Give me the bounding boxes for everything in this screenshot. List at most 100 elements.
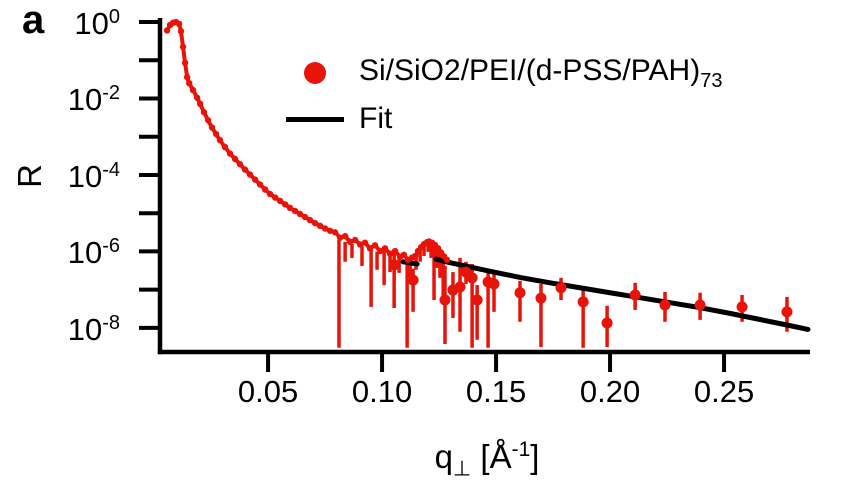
data-point [331, 229, 339, 236]
data-point [601, 317, 613, 329]
x-tick-label: 0.05 [237, 374, 299, 409]
data-point [454, 281, 466, 293]
y-tick-label: 10-4 [67, 158, 120, 195]
data-point [443, 256, 451, 264]
data-point [271, 194, 279, 201]
y-tick-label: 100 [74, 5, 120, 42]
x-tick-label: 0.15 [465, 374, 527, 409]
panel-label: a [22, 0, 45, 42]
data-point [231, 155, 239, 163]
data-point [376, 247, 384, 255]
data-point [301, 213, 309, 221]
data-point [366, 245, 374, 252]
data-point [212, 130, 220, 138]
data-point [311, 219, 319, 227]
x-tick-label: 0.10 [351, 374, 413, 409]
fit-line [400, 259, 420, 267]
x-title-subscript: ⊥ [452, 457, 472, 481]
data-point [296, 210, 304, 218]
data-point [356, 241, 364, 248]
data-point [226, 150, 234, 157]
data-point [577, 296, 589, 308]
y-tick-label: 10-2 [67, 82, 120, 118]
data-point [351, 236, 359, 244]
y-axis-title: R [11, 164, 48, 188]
data-point [694, 299, 706, 311]
data-point [781, 306, 793, 318]
data-point [488, 278, 500, 290]
data-point [221, 143, 229, 151]
data-point [407, 274, 419, 286]
data-point [555, 282, 567, 294]
data-point [266, 190, 274, 198]
data-point [241, 166, 249, 173]
x-tick-label: 0.25 [693, 374, 755, 409]
data-point [400, 251, 408, 259]
data-point [193, 94, 201, 101]
data-point [341, 232, 349, 240]
legend-fit-label: Fit [359, 102, 393, 135]
x-title-unit-open: [ [471, 438, 490, 475]
data-point [466, 272, 478, 284]
data-point [361, 239, 369, 246]
legend-entry-data: Si/SiO2/PEI/(d-PSS/PAH)73 [283, 54, 722, 92]
data-point [629, 289, 641, 301]
data-point [204, 117, 212, 124]
data-point [216, 136, 224, 144]
data-point [381, 245, 389, 252]
data-point [535, 292, 547, 304]
data-point [291, 207, 299, 215]
x-title-unit-exponent: -1 [511, 438, 531, 461]
data-point [386, 250, 394, 257]
data-point [196, 100, 204, 108]
data-point [200, 109, 208, 116]
y-tick-label: 10-8 [67, 311, 120, 348]
data-point [388, 259, 400, 271]
fit-line-icon [286, 116, 344, 122]
data-point [251, 176, 259, 183]
data-point [236, 161, 244, 168]
data-point [316, 222, 324, 230]
data-point [276, 197, 284, 205]
data-point [391, 247, 399, 255]
data-point [179, 43, 187, 51]
data-point [286, 204, 294, 212]
data-point [261, 186, 269, 193]
data-point [736, 301, 748, 313]
data-point [185, 79, 193, 87]
data-point [208, 124, 216, 131]
data-point [321, 225, 329, 232]
data-point [189, 86, 197, 94]
data-point [659, 299, 671, 311]
x-title-symbol: q [434, 438, 453, 475]
data-point [371, 242, 379, 249]
data-point [181, 59, 189, 67]
data-point [163, 27, 171, 34]
data-point [346, 238, 354, 246]
fit-line [433, 256, 811, 332]
data-point [306, 216, 314, 224]
data-point [177, 27, 185, 35]
x-axis-title: q⊥ [Å-1] [435, 438, 540, 482]
data-point [256, 181, 264, 188]
y-tick-label: 10-6 [67, 235, 120, 271]
data-point [326, 227, 334, 234]
data-point [336, 234, 344, 241]
legend-entry-fit: Fit [283, 100, 722, 138]
data-point [411, 252, 419, 260]
legend-data-label-main: Si/SiO2/PEI/(d-PSS/PAH) [359, 53, 701, 87]
data-point [471, 294, 483, 306]
legend-marker-box [283, 116, 347, 122]
data-point [175, 20, 183, 28]
x-tick-label: 0.20 [579, 374, 641, 409]
data-point [439, 294, 451, 306]
legend-data-label: Si/SiO2/PEI/(d-PSS/PAH)73 [359, 54, 722, 93]
x-title-unit: Å [489, 438, 512, 475]
data-point [246, 171, 254, 178]
data-marker-icon [304, 62, 326, 84]
legend-data-label-sub: 73 [700, 69, 723, 92]
legend-marker-box [283, 62, 347, 84]
legend: Si/SiO2/PEI/(d-PSS/PAH)73 Fit [283, 54, 722, 138]
